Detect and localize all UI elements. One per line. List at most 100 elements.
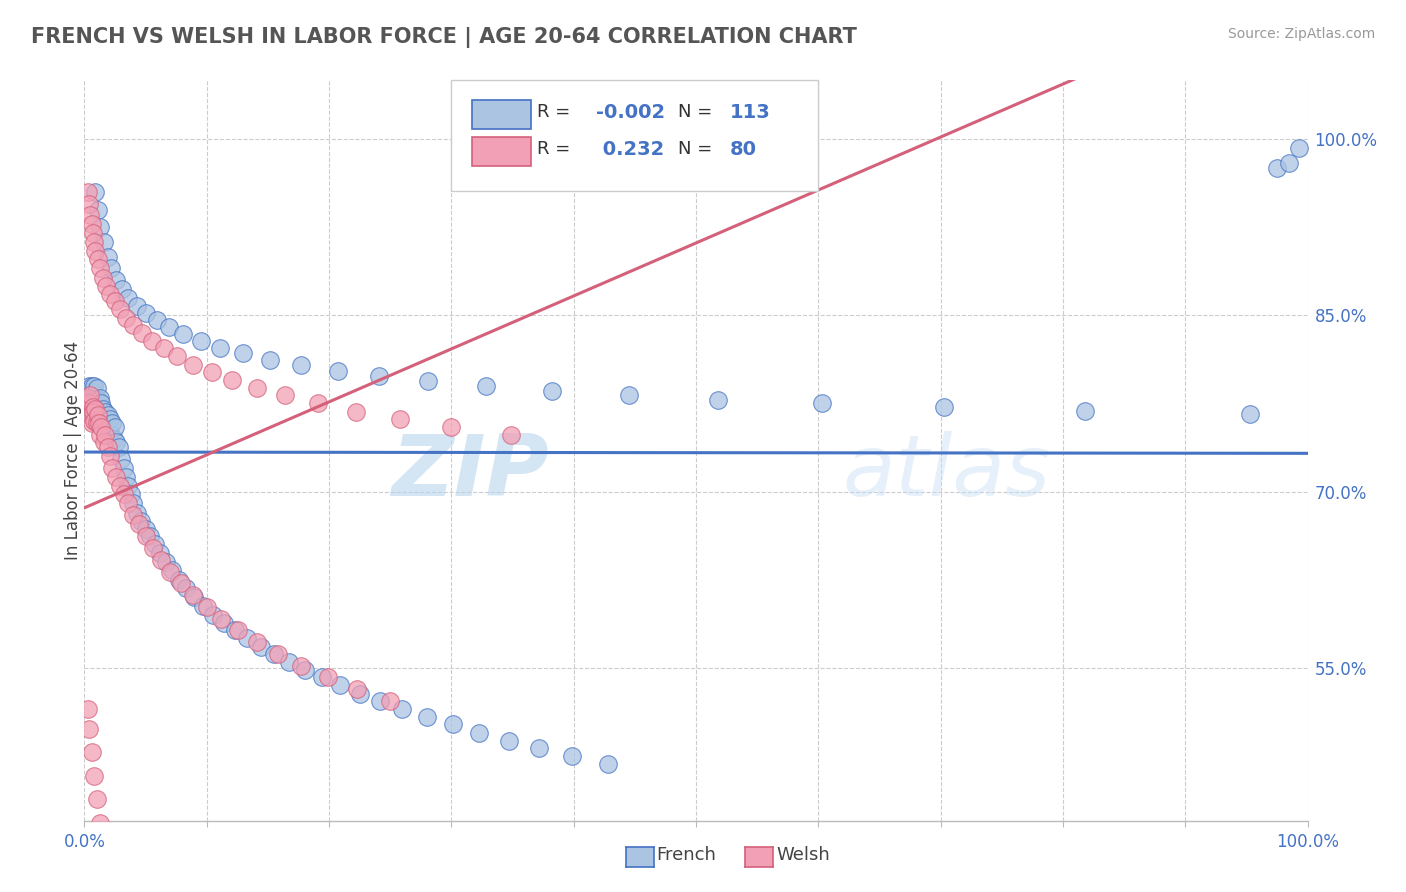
Point [139,529,162,543]
Text: -0.002: -0.002 [596,103,665,121]
Point [87,405,110,419]
Point [83,769,105,783]
Point [89,816,111,830]
Point [249,640,271,654]
Point [149,546,172,560]
Point [79,384,101,399]
Point [122,318,145,332]
Point [159,565,181,579]
Text: R =: R = [537,103,576,121]
Point [441,717,464,731]
Point [120,487,142,501]
Point [125,299,148,313]
Point [266,647,288,661]
Point [370,694,392,708]
Y-axis label: In Labor Force | Age 20-64: In Labor Force | Age 20-64 [65,341,82,560]
Point [97,424,120,438]
Point [104,420,127,434]
Point [170,576,193,591]
Point [101,417,124,431]
Point [290,658,312,673]
Point [246,381,269,395]
Point [80,379,103,393]
Point [86,396,108,410]
Point [122,508,145,522]
Point [93,411,115,425]
Point [141,334,163,348]
Point [97,250,120,264]
Point [80,746,103,760]
Point [380,694,402,708]
Point [112,461,135,475]
Point [209,611,232,625]
Point [108,890,131,892]
Point [82,400,104,414]
Point [617,388,640,402]
Point [96,417,118,431]
Point [468,725,491,739]
Point [1288,141,1310,155]
Point [77,391,100,405]
Point [100,863,122,877]
Point [94,420,117,434]
Point [934,400,956,414]
Point [162,563,184,577]
Point [259,353,281,368]
Point [349,687,371,701]
Point [232,346,254,360]
Point [79,408,101,422]
Point [117,496,139,510]
Point [122,496,145,510]
Point [80,417,103,431]
Point [82,384,104,399]
Point [91,402,114,417]
Point [316,670,339,684]
Point [83,235,105,250]
Point [274,388,297,402]
Point [131,326,153,340]
Point [195,599,218,614]
Point [100,261,122,276]
Point [83,379,105,393]
Point [98,287,121,301]
Point [346,681,368,696]
Point [128,517,150,532]
Point [111,283,134,297]
Point [89,428,111,442]
Point [108,479,131,493]
Point [94,839,117,854]
Point [1074,403,1097,417]
Point [101,461,124,475]
Point [79,388,101,402]
Point [82,396,104,410]
Point [135,306,157,320]
Point [77,396,100,410]
Point [174,581,197,595]
Point [172,327,194,342]
Point [529,740,551,755]
Point [416,710,439,724]
Text: N =: N = [678,140,717,158]
Point [145,313,167,327]
Point [166,350,188,364]
Point [167,573,190,587]
Point [89,220,111,235]
Point [107,440,129,454]
Point [221,373,243,387]
Point [181,358,204,372]
Point [82,405,104,419]
Point [368,369,391,384]
Point [498,733,520,747]
Point [89,405,111,419]
Point [391,702,413,716]
Point [86,792,108,806]
Point [1239,407,1261,421]
Point [277,655,299,669]
Point [707,392,730,407]
Point [77,185,100,199]
Point [90,396,112,410]
Point [209,341,232,355]
Point [1278,155,1301,169]
Point [77,396,100,410]
Point [87,392,110,407]
